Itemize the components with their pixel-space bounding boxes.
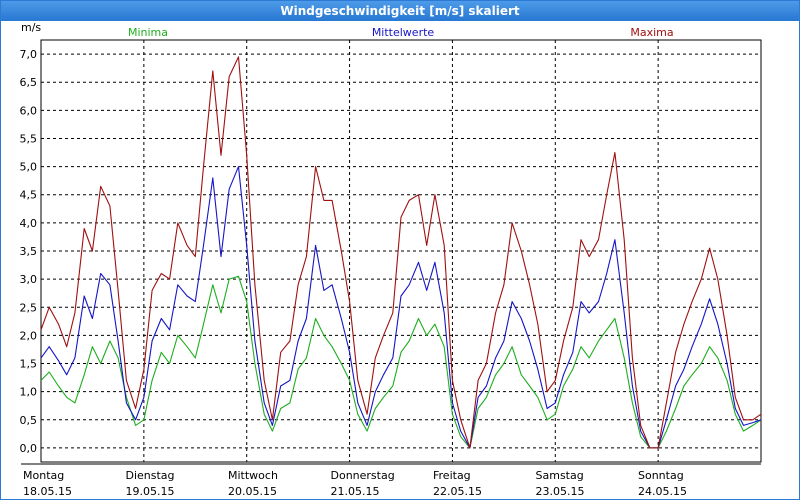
day-date-label: 23.05.15 — [536, 485, 585, 498]
y-tick-label: 1,0 — [20, 386, 38, 399]
day-date-label: 21.05.15 — [331, 485, 380, 498]
day-date-label: 18.05.15 — [23, 485, 72, 498]
y-tick-label: 0,5 — [20, 414, 38, 427]
y-tick-label: 3,0 — [20, 273, 38, 286]
window-title: Windgeschwindigkeit [m/s] skaliert — [1, 1, 799, 21]
day-date-label: 22.05.15 — [433, 485, 482, 498]
legend-maxima: Maxima — [630, 26, 673, 39]
y-tick-label: 5,0 — [20, 161, 38, 174]
legend-mittelwerte: Mittelwerte — [372, 26, 435, 39]
y-tick-label: 2,0 — [20, 329, 38, 342]
y-axis-label: m/s — [21, 21, 41, 34]
chart-grid — [21, 39, 762, 465]
y-tick-label: 6,0 — [20, 104, 38, 117]
day-name-label: Sonntag — [638, 469, 684, 482]
day-name-label: Dienstag — [126, 469, 175, 482]
chart-labels: 0,0 0,5 1,0 1,5 2,0 2,5 3,0 3,5 4,0 4,5 5,0 5,5 6,0 6… — [20, 21, 687, 498]
day-date-label: 24.05.15 — [638, 485, 687, 498]
day-date-label: 20.05.15 — [228, 485, 277, 498]
wind-chart: 0,0 0,5 1,0 1,5 2,0 2,5 3,0 3,5 4,0 4,5 5,0 5,5 6,0 6… — [20, 21, 762, 498]
y-tick-label: 2,5 — [20, 301, 38, 314]
y-tick-label: 3,5 — [20, 245, 38, 258]
y-tick-label: 1,5 — [20, 358, 38, 371]
y-tick-label: 0,0 — [20, 442, 38, 455]
day-date-label: 19.05.15 — [126, 485, 175, 498]
day-name-label: Samstag — [536, 469, 584, 482]
day-name-label: Freitag — [433, 469, 471, 482]
series-line-mittelwerte — [40, 166, 762, 449]
y-tick-label: 4,0 — [20, 217, 38, 230]
day-name-label: Montag — [23, 469, 64, 482]
legend-minima: Minima — [128, 26, 168, 39]
series-line-minima — [40, 275, 762, 449]
series-line-maxima — [40, 56, 762, 449]
day-name-label: Mittwoch — [228, 469, 278, 482]
y-tick-label: 7,0 — [20, 48, 38, 61]
chart-series — [40, 56, 762, 449]
day-name-label: Donnerstag — [331, 469, 395, 482]
y-tick-label: 5,5 — [20, 132, 38, 145]
y-tick-label: 4,5 — [20, 189, 38, 202]
y-tick-label: 6,5 — [20, 76, 38, 89]
